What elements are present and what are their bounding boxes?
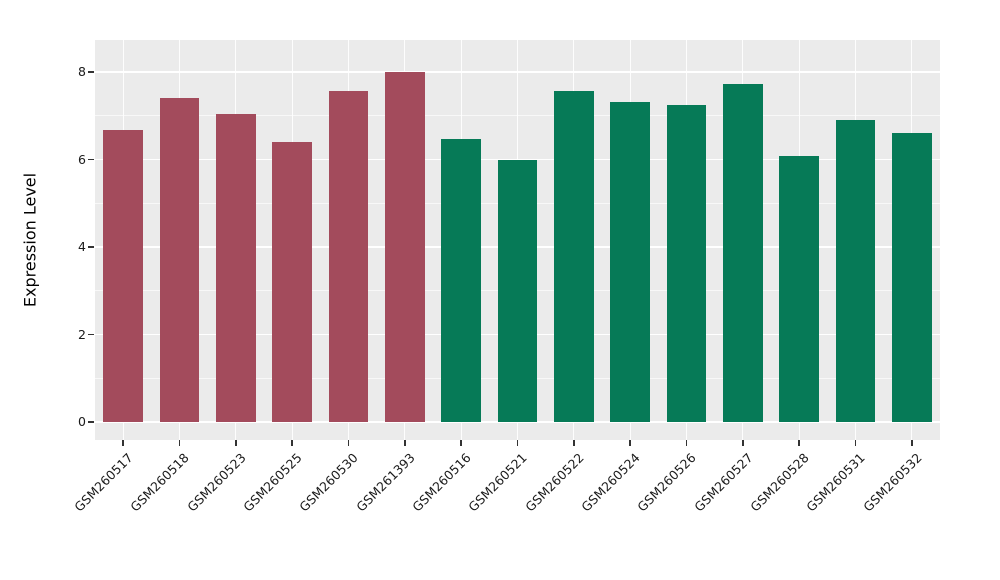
x-tick-mark: [404, 440, 406, 446]
x-tick-mark: [854, 440, 857, 446]
x-tick-mark: [347, 440, 350, 446]
bar-GSM260523: [216, 113, 256, 422]
x-tick-label: GSM260530: [296, 450, 362, 515]
y-tick-label: 0: [78, 414, 86, 429]
x-tick-mark: [460, 440, 462, 446]
bar-GSM260531: [835, 120, 876, 422]
bar-GSM260530: [328, 90, 369, 422]
x-tick-label: GSM260516: [409, 450, 474, 515]
y-tick-label: 4: [78, 239, 86, 254]
x-tick-mark: [122, 440, 124, 446]
y-gridline-minor: [95, 115, 940, 116]
x-tick-mark: [911, 440, 913, 446]
x-tick-label: GSM260522: [522, 450, 587, 515]
x-tick-label: GSM260523: [184, 450, 249, 515]
x-tick-mark: [629, 440, 631, 446]
bar-GSM260528: [779, 156, 819, 422]
y-tick-mark: [88, 71, 94, 73]
y-tick-mark: [88, 158, 94, 161]
y-gridline-major: [95, 158, 940, 161]
bar-GSM260516: [441, 138, 481, 422]
x-tick-label: GSM260532: [860, 450, 925, 515]
bar-GSM260526: [666, 104, 707, 422]
bar-GSM260517: [103, 129, 143, 422]
y-tick-mark: [88, 333, 94, 336]
y-tick-mark: [88, 246, 94, 248]
bar-GSM260527: [723, 84, 763, 422]
x-tick-label: GSM260525: [240, 450, 305, 515]
x-tick-label: GSM260527: [691, 450, 756, 515]
x-tick-mark: [235, 440, 237, 446]
x-tick-label: GSM260518: [127, 450, 193, 515]
x-tick-mark: [798, 440, 800, 446]
y-gridline-major: [95, 421, 940, 423]
x-tick-label: GSM260526: [634, 450, 700, 515]
bar-GSM260524: [610, 101, 650, 422]
x-tick-mark: [573, 440, 575, 446]
x-tick-label: GSM260528: [747, 450, 812, 515]
bar-GSM260521: [497, 160, 538, 422]
bar-GSM260532: [892, 133, 932, 422]
x-tick-label: GSM260524: [578, 450, 643, 515]
x-tick-label: GSM261393: [353, 450, 418, 515]
y-gridline-major: [95, 71, 940, 73]
bar-GSM260522: [554, 90, 594, 422]
x-tick-label: GSM260521: [465, 450, 531, 515]
x-tick-mark: [291, 440, 293, 446]
bar-GSM260518: [159, 98, 200, 422]
x-tick-label: GSM260531: [803, 450, 869, 515]
plot-panel: [95, 40, 940, 440]
y-tick-label: 6: [78, 151, 86, 167]
y-tick-mark: [88, 421, 94, 423]
x-tick-mark: [742, 440, 744, 446]
y-tick-label: 2: [78, 326, 86, 342]
y-tick-label: 8: [78, 64, 86, 79]
bar-GSM260525: [272, 142, 312, 422]
x-tick-mark: [685, 440, 688, 446]
x-tick-label: GSM260517: [71, 450, 136, 515]
x-tick-mark: [178, 440, 181, 446]
x-tick-mark: [516, 440, 519, 446]
bar-GSM261393: [385, 72, 425, 422]
